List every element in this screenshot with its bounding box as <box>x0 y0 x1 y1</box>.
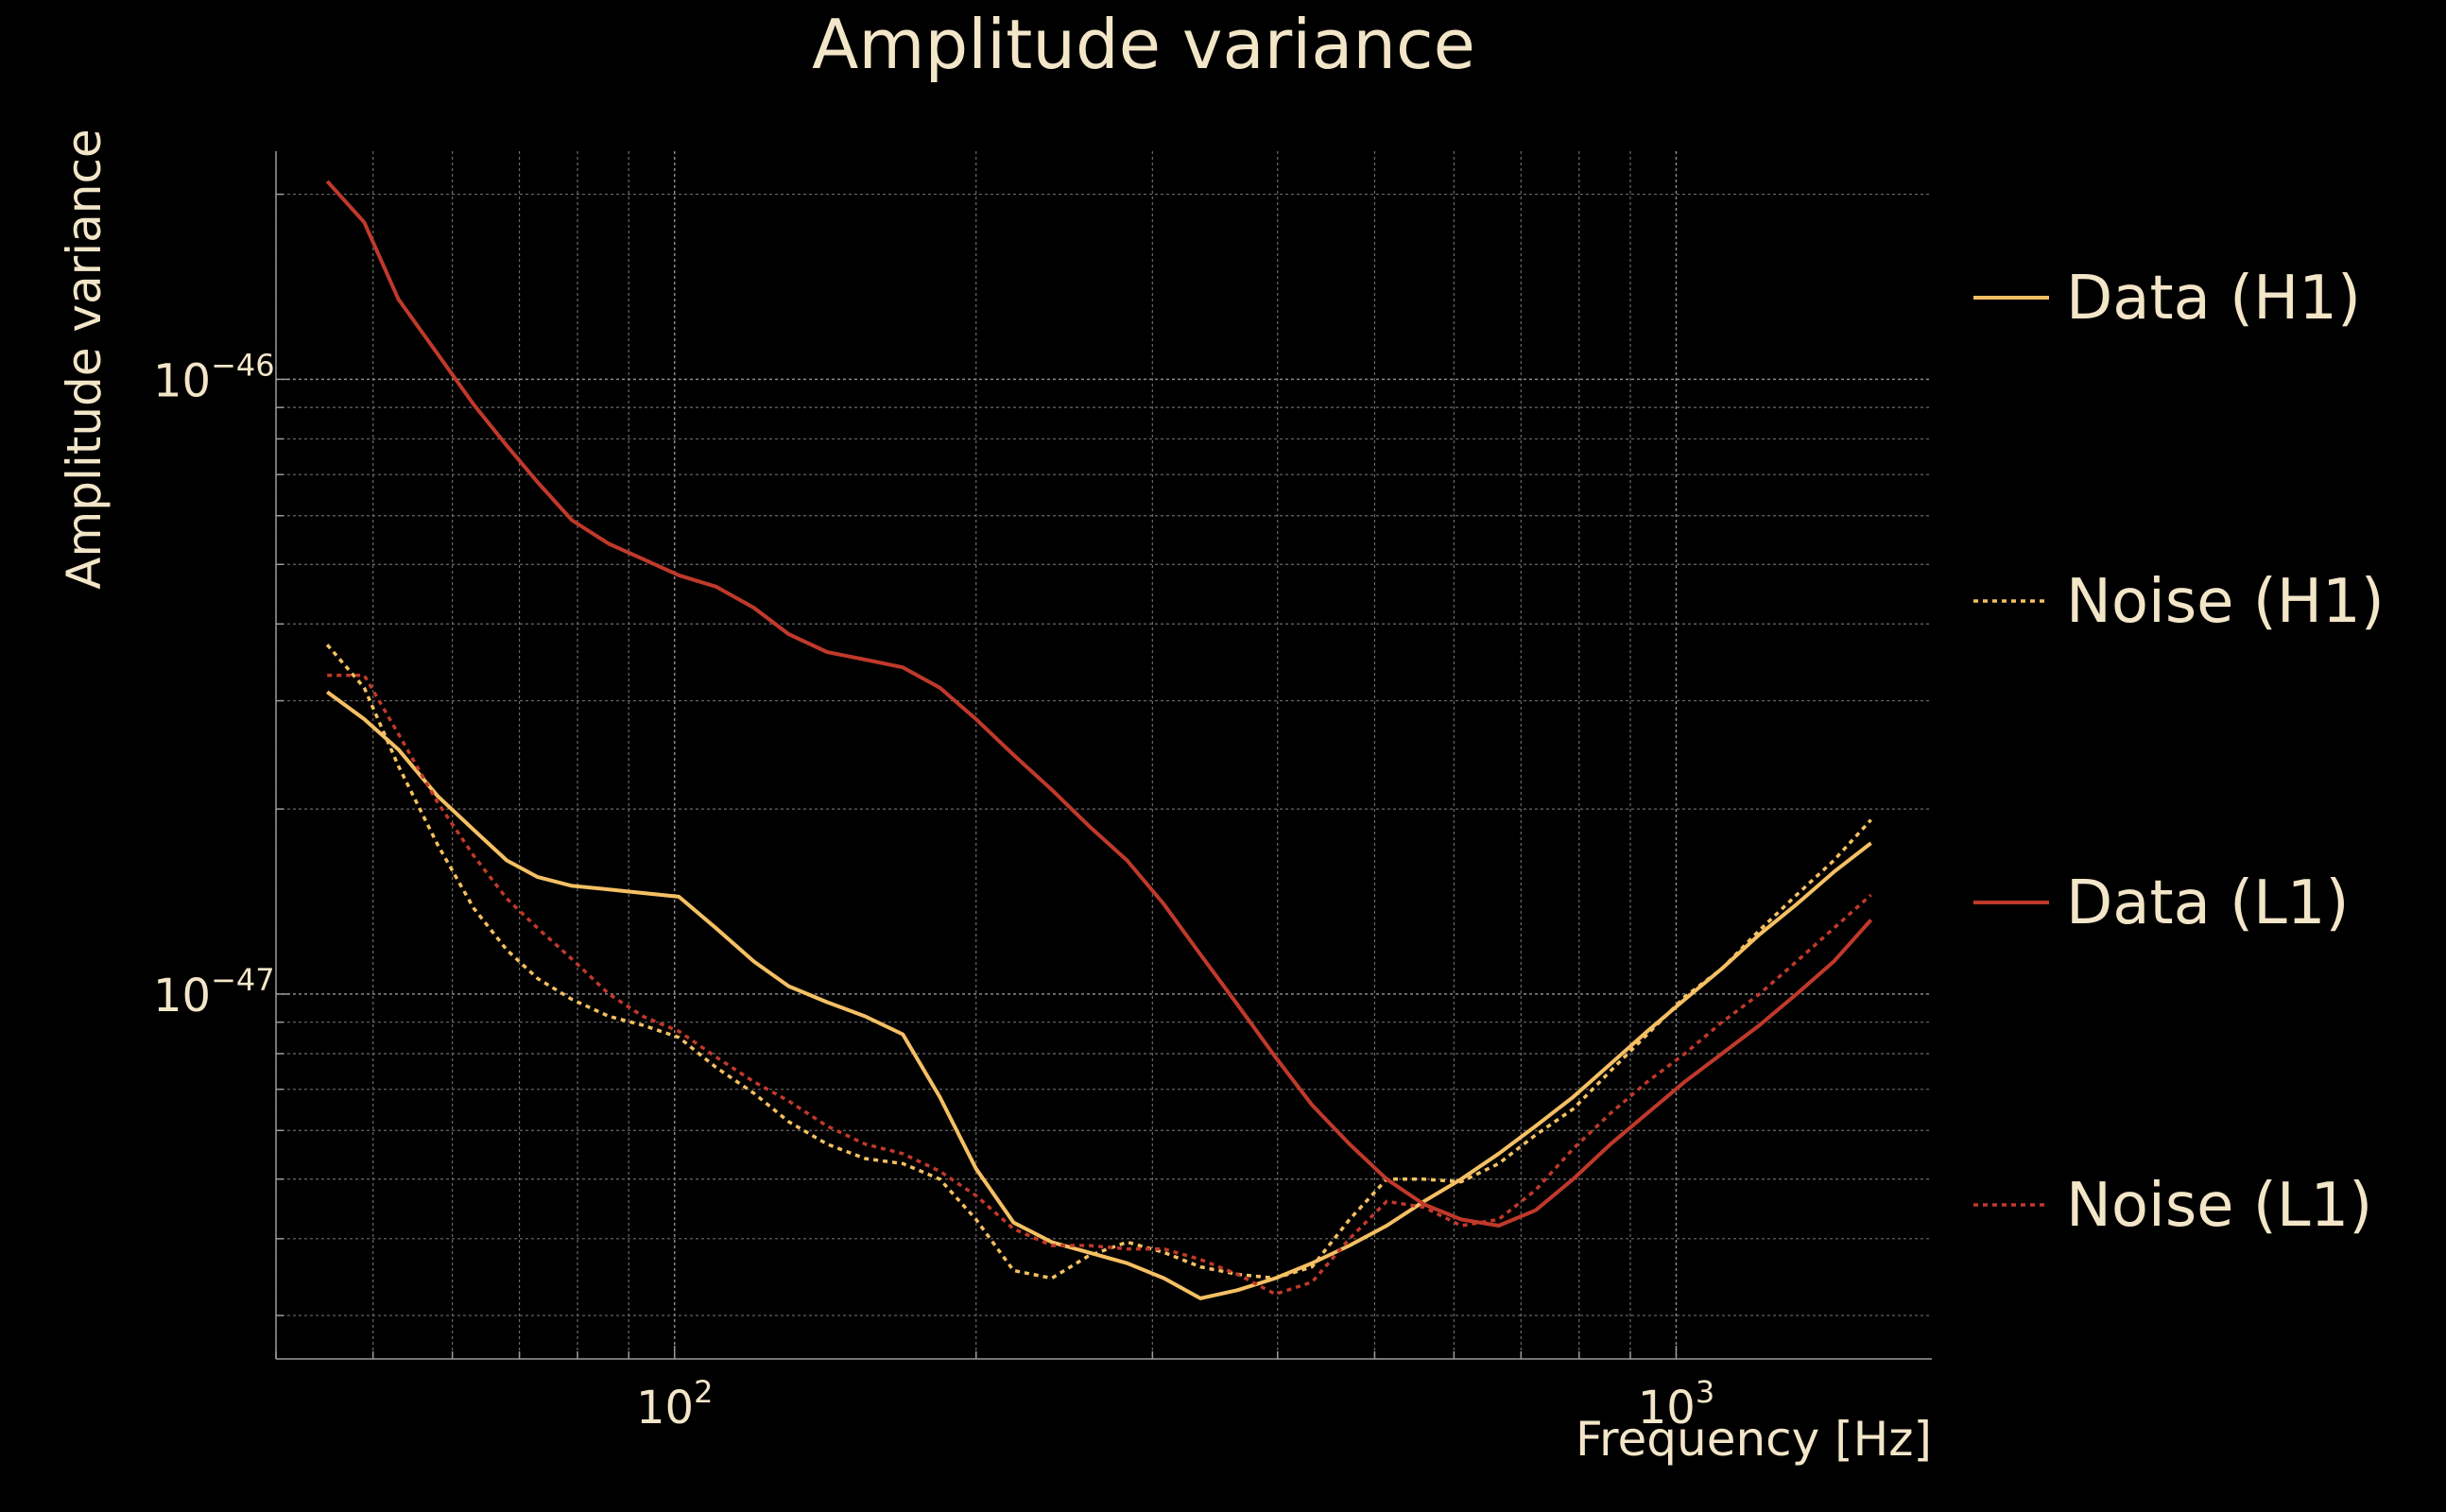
series-layer <box>325 180 1873 1300</box>
legend-label: Noise (H1) <box>2066 567 2385 637</box>
tick-labels: 102 103 10−46 10−47 <box>153 347 1714 1435</box>
legend-label: Data (L1) <box>2066 868 2349 938</box>
series-line-1 <box>326 690 1872 1300</box>
legend-label: Noise (L1) <box>2066 1171 2372 1241</box>
x-tick-label: 103 <box>1638 1374 1714 1435</box>
series-line-4 <box>327 673 1872 1297</box>
series-line-2 <box>325 644 1872 1280</box>
legend-label: Data (H1) <box>2066 264 2361 334</box>
grid <box>275 151 1932 1359</box>
legend: Data (H1) Noise (H1) Data (L1) Noise (L1) <box>1973 264 2385 1241</box>
y-axis-label: Amplitude variance <box>57 129 112 589</box>
y-tick-label: 10−47 <box>153 962 275 1022</box>
axes <box>275 151 1932 1360</box>
y-tick-label: 10−46 <box>153 347 275 407</box>
chart-title: Amplitude variance <box>812 5 1475 84</box>
series-line-3 <box>325 180 1873 1228</box>
x-axis-label: Frequency [Hz] <box>1576 1412 1932 1467</box>
x-tick-label: 102 <box>636 1374 713 1435</box>
